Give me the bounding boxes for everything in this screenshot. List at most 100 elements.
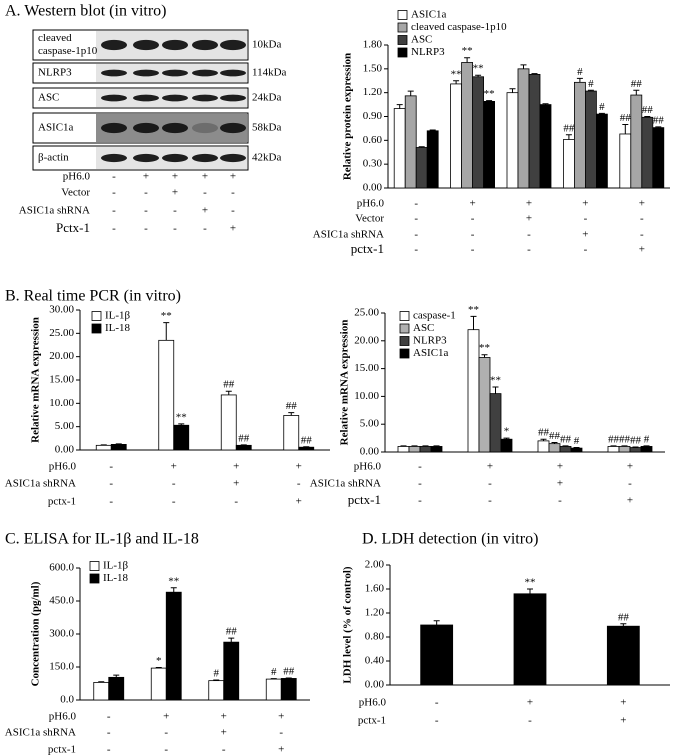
bar	[235, 444, 252, 451]
condition-label: ASIC1a shRNA	[19, 205, 90, 217]
error-bar	[464, 57, 471, 63]
error-bar	[633, 89, 640, 96]
error-bar	[644, 116, 651, 118]
significance-label: *	[504, 426, 510, 438]
significance-label: ##	[642, 104, 654, 116]
condition-mark: -	[112, 223, 116, 235]
bar	[607, 446, 620, 453]
bar	[397, 446, 410, 453]
bar	[483, 101, 496, 189]
y-tick-label: 25.00	[354, 307, 379, 319]
y-tick-label: 0.60	[363, 134, 383, 146]
significance-label: ##	[618, 611, 630, 623]
error-bar	[170, 587, 177, 593]
error-bar	[163, 322, 170, 341]
condition-mark: +	[171, 461, 177, 473]
error-bar	[475, 74, 482, 77]
significance-label: #	[588, 78, 594, 90]
blot-band	[101, 39, 127, 51]
y-tick-label: 20.00	[49, 350, 74, 362]
error-bar	[540, 438, 547, 441]
y-tick-label: 0.00	[55, 444, 75, 456]
significance-label: **	[473, 63, 484, 75]
error-bar	[492, 386, 499, 394]
error-bar	[610, 445, 617, 447]
significance-label: #	[574, 435, 580, 447]
legend-swatch	[397, 22, 408, 33]
significance-label: ##	[619, 433, 631, 445]
blot-row-label: NLRP3	[38, 67, 72, 79]
error-bar	[643, 445, 650, 447]
significance-label: ##	[223, 379, 235, 391]
condition-label: Vector	[61, 187, 90, 199]
bar	[563, 139, 575, 189]
error-bar	[520, 64, 527, 69]
significance-label: ##	[286, 400, 298, 412]
bar	[165, 591, 182, 701]
condition-mark: +	[172, 187, 178, 199]
condition-mark: -	[164, 727, 168, 739]
condition-mark: -	[435, 697, 439, 709]
error-bar	[396, 104, 403, 109]
bar	[585, 90, 597, 189]
condition-mark: +	[639, 244, 645, 256]
condition-mark: -	[107, 744, 111, 755]
condition-mark: -	[471, 213, 475, 225]
error-bar	[503, 437, 510, 440]
error-bar	[531, 73, 538, 75]
error-bar	[228, 637, 235, 643]
blot-band	[192, 153, 218, 163]
condition-mark: +	[163, 711, 169, 723]
blot-band	[162, 122, 188, 134]
bar	[570, 447, 583, 453]
y-tick-label: 20.00	[354, 334, 379, 346]
significance-label: **	[525, 577, 536, 589]
blot-band	[192, 69, 218, 77]
blot-band	[220, 69, 246, 77]
blot-row-label: ASIC1a	[38, 122, 74, 134]
blot-row-label: ASC	[38, 92, 59, 104]
error-bar	[622, 123, 629, 134]
significance-label: #	[271, 666, 277, 678]
condition-mark: +	[527, 697, 533, 709]
legend-swatch	[399, 323, 410, 334]
error-bar	[155, 666, 162, 669]
error-bar	[429, 129, 436, 131]
condition-mark: -	[584, 213, 588, 225]
blot-band	[220, 122, 246, 134]
error-bar	[288, 412, 295, 416]
condition-mark: +	[639, 198, 645, 210]
bar	[95, 444, 112, 451]
error-bar	[565, 134, 572, 140]
panel-title: A. Western blot (in vitro)	[5, 3, 167, 20]
bar	[596, 113, 608, 189]
blot-band	[162, 94, 188, 102]
y-tick-label: 0.00	[365, 679, 385, 691]
condition-label: ASIC1a shRNA	[310, 478, 381, 490]
error-bar	[509, 88, 516, 93]
condition-mark: -	[628, 478, 632, 490]
condition-mark: +	[620, 697, 626, 709]
significance-label: ##	[283, 666, 295, 678]
blot-size-label: 10kDa	[252, 39, 281, 51]
bar	[539, 104, 552, 189]
legend-label: IL-18	[105, 322, 131, 334]
condition-mark: -	[112, 187, 116, 199]
blot-band	[133, 39, 159, 51]
blot-band	[101, 122, 127, 134]
significance-label: ##	[238, 432, 250, 444]
bar	[280, 678, 297, 701]
condition-mark: -	[488, 478, 492, 490]
error-bar	[551, 442, 558, 444]
condition-label: pctx-1	[351, 241, 384, 256]
y-tick-label: 5.00	[55, 420, 75, 432]
error-bar	[407, 90, 414, 96]
y-tick-label: 0.00	[360, 446, 380, 458]
condition-mark: -	[414, 244, 418, 256]
y-axis-label: Relative mRNA expression	[339, 320, 351, 446]
condition-mark: -	[234, 496, 238, 508]
y-tick-label: 0.0	[60, 694, 74, 706]
blot-row-label: β-actin	[38, 152, 69, 164]
significance-label: **	[479, 342, 490, 354]
error-bar	[620, 623, 627, 627]
